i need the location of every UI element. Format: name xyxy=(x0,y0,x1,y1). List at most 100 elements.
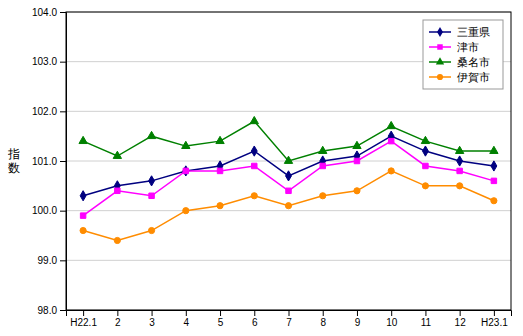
point xyxy=(79,136,87,143)
x-tick-label: 9 xyxy=(355,317,361,328)
series-group xyxy=(79,116,498,243)
point xyxy=(80,191,86,201)
y-tick-label: 102.0 xyxy=(32,106,57,117)
legend-item: 津市 xyxy=(429,41,479,54)
point xyxy=(252,163,257,168)
x-tick-label: H23.1 xyxy=(481,317,508,328)
x-tick-mark xyxy=(494,310,495,316)
x-tick: 8 xyxy=(320,310,326,328)
point xyxy=(457,168,462,173)
y-tick-mark xyxy=(60,211,66,212)
point xyxy=(113,151,121,158)
x-tick: H23.1 xyxy=(481,310,508,328)
grid-line xyxy=(66,111,511,112)
y-tick: 102.0 xyxy=(32,106,66,117)
x-tick-mark xyxy=(254,310,255,316)
x-tick-label: 4 xyxy=(184,317,190,328)
point xyxy=(182,141,190,148)
point xyxy=(423,163,428,168)
grid xyxy=(66,12,511,310)
x-tick-label: H22.1 xyxy=(70,317,97,328)
point xyxy=(490,146,498,153)
point xyxy=(455,146,463,153)
x-tick-label: 12 xyxy=(455,317,467,328)
point xyxy=(114,237,120,243)
x-tick: 7 xyxy=(286,310,292,328)
point xyxy=(320,193,326,199)
y-tick: 104.0 xyxy=(32,7,66,18)
point xyxy=(217,168,222,173)
point xyxy=(284,156,292,163)
x-tick-label: 6 xyxy=(252,317,258,328)
point xyxy=(216,136,224,143)
plot: 98.0 99.0 100.0 101.0 102.0 103.0 104.0 H22.1 2 3… xyxy=(32,7,512,328)
y-tick-mark xyxy=(60,260,66,261)
chart: 98.0 99.0 100.0 101.0 102.0 103.0 104.0 H22.1 2 3… xyxy=(0,0,523,336)
legend-item: 三重県 xyxy=(429,26,490,39)
x-tick-mark xyxy=(152,310,153,316)
series xyxy=(79,116,498,163)
legend-label: 三重県 xyxy=(457,26,490,39)
point xyxy=(387,121,395,128)
point xyxy=(149,193,154,198)
point xyxy=(183,168,188,173)
x-tick: H22.1 xyxy=(70,310,97,328)
x-tick-label: 2 xyxy=(115,317,121,328)
y-tick-mark xyxy=(60,111,66,112)
y-tick: 101.0 xyxy=(32,156,66,167)
x-tick-mark xyxy=(391,310,392,316)
x-tick-label: 11 xyxy=(421,317,432,328)
point xyxy=(422,146,428,156)
legend-label: 津市 xyxy=(457,41,479,54)
x-tick-label: 7 xyxy=(286,317,292,328)
legend-marker xyxy=(436,57,444,64)
x-tick-label: 8 xyxy=(320,317,326,328)
point xyxy=(457,156,463,166)
legend-marker xyxy=(437,74,443,80)
grid-line xyxy=(66,210,511,211)
x-tick: 11 xyxy=(421,310,432,328)
series-line xyxy=(83,171,494,241)
x-tick-label: 10 xyxy=(386,317,398,328)
point xyxy=(285,203,291,209)
point xyxy=(388,138,393,143)
x-tick: 4 xyxy=(184,310,190,328)
legend-item: 伊賀市 xyxy=(429,71,490,84)
y-tick: 99.0 xyxy=(38,255,66,266)
point xyxy=(354,188,360,194)
point xyxy=(217,203,223,209)
x-tick: 6 xyxy=(252,310,258,328)
legend-box xyxy=(423,20,503,89)
y-tick: 103.0 xyxy=(32,56,66,67)
y-axis-title: 指数 xyxy=(7,147,20,175)
point xyxy=(251,193,257,199)
legend-item: 桑名市 xyxy=(429,56,490,69)
x-tick-mark xyxy=(186,310,187,316)
legend-label: 伊賀市 xyxy=(457,71,490,84)
y-tick-label: 100.0 xyxy=(32,205,57,216)
x-axis: H22.1 2 3 4 5 6 7 8 9 10 11 12 H23.1 xyxy=(67,310,512,328)
point xyxy=(147,131,155,138)
grid-line xyxy=(66,61,511,62)
point xyxy=(353,141,361,148)
x-tick: 10 xyxy=(386,310,398,328)
point xyxy=(80,213,85,218)
x-tick-mark xyxy=(220,310,221,316)
point xyxy=(149,176,155,186)
x-tick-mark xyxy=(83,310,84,316)
point xyxy=(491,161,497,171)
point xyxy=(491,198,497,204)
x-tick-mark xyxy=(117,310,118,316)
x-tick-label: 3 xyxy=(149,317,155,328)
x-tick-mark xyxy=(425,310,426,316)
y-axis: 98.0 99.0 100.0 101.0 102.0 103.0 104.0 xyxy=(32,7,67,316)
point xyxy=(148,227,154,233)
y-tick-label: 98.0 xyxy=(38,305,58,316)
x-tick-mark xyxy=(460,310,461,316)
point xyxy=(115,188,120,193)
x-tick-label: 5 xyxy=(218,317,224,328)
x-tick-mark xyxy=(357,310,358,316)
point xyxy=(491,178,496,183)
point xyxy=(319,146,327,153)
point xyxy=(183,166,189,176)
